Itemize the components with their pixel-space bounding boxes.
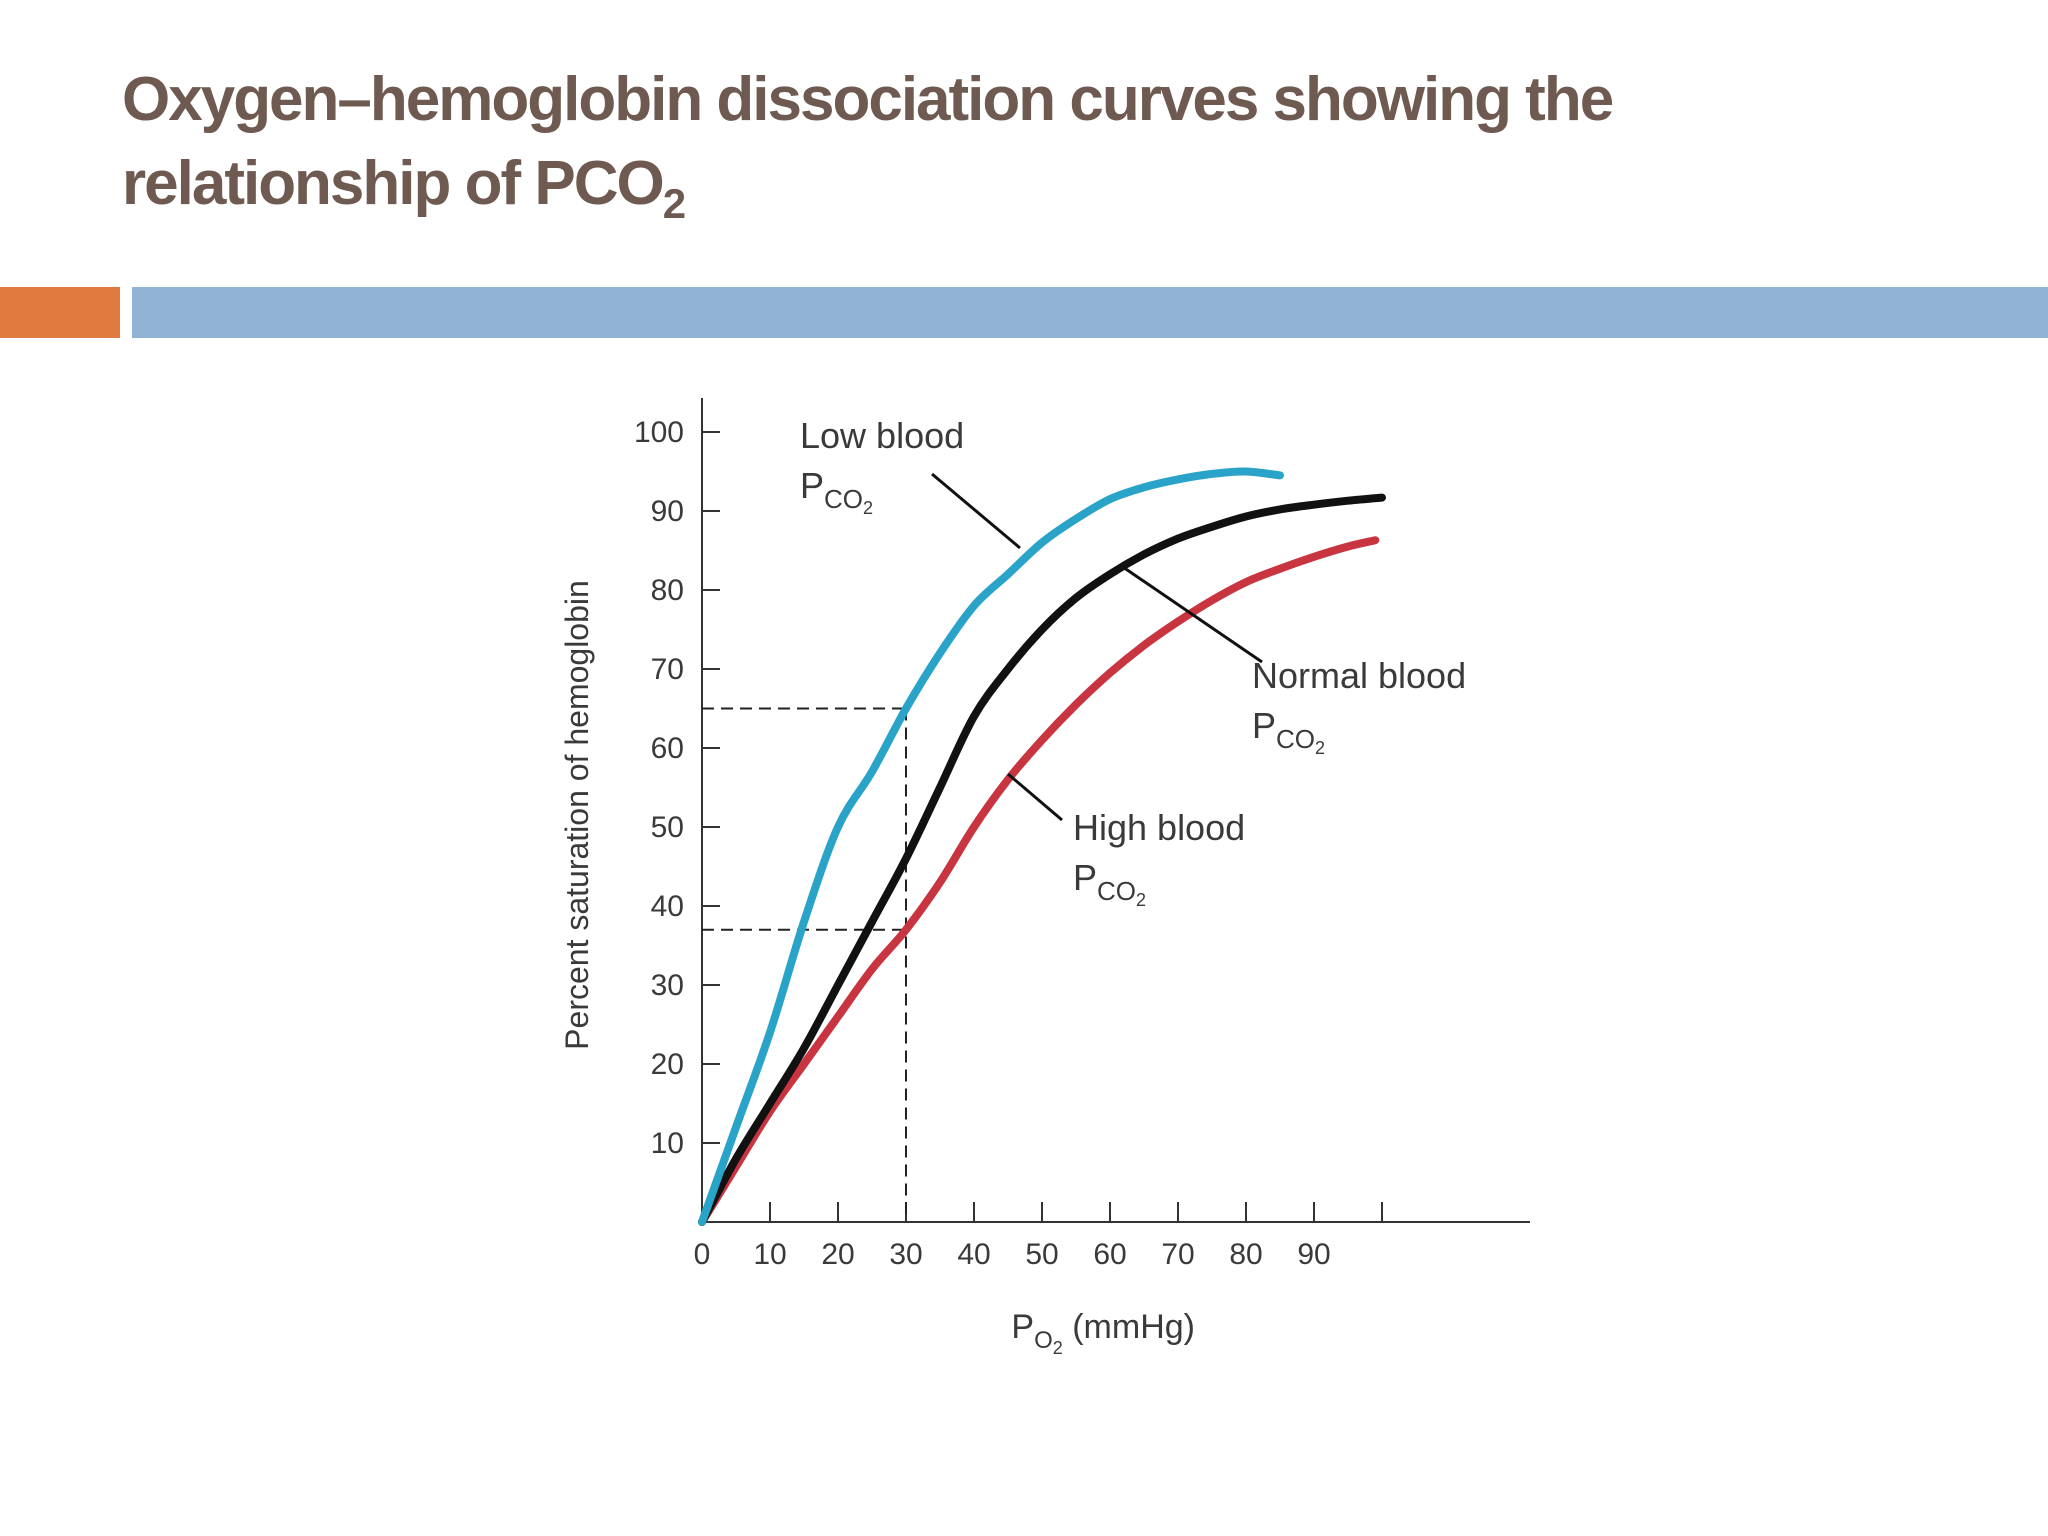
chart-axes: 10 20 30 40 50 60 70 80 90 100 0 10 20 30 40 50 60 70 80 90…: [559, 398, 1530, 1358]
x-tick-label: 10: [753, 1238, 786, 1271]
curve-normal-pco2: [698, 493, 1386, 1226]
y-tick-label: 40: [651, 890, 684, 923]
label-high-pco2-line2: PCO2: [1073, 857, 1146, 910]
y-tick-label: 70: [651, 653, 684, 686]
y-tick-label: 10: [651, 1127, 684, 1160]
y-tick-label: 80: [651, 574, 684, 607]
x-tick-label: 50: [1025, 1238, 1058, 1271]
y-tick-label: 100: [634, 416, 684, 449]
x-axis-label: PO2 (mmHg): [1011, 1308, 1195, 1358]
x-tick-label: 20: [821, 1238, 854, 1271]
accent-bar-blue: [132, 287, 2048, 338]
y-axis-label: Percent saturation of hemoglobin: [559, 580, 595, 1050]
chart-curves: [698, 467, 1386, 1226]
y-tick-label: 30: [651, 969, 684, 1002]
label-high-pco2: High blood PCO2: [1073, 807, 1245, 910]
x-tick-label: 30: [889, 1238, 922, 1271]
x-tick-label: 0: [694, 1238, 711, 1271]
slide-title-subscript: 2: [662, 180, 686, 227]
label-low-pco2-line2: PCO2: [800, 465, 873, 518]
label-normal-pco2-line2: PCO2: [1252, 705, 1325, 758]
y-tick-label: 20: [651, 1048, 684, 1081]
x-tick-label: 70: [1161, 1238, 1194, 1271]
label-low-pco2: Low blood PCO2: [800, 415, 964, 518]
curve-low-pco2: [698, 467, 1284, 1226]
x-tick-label: 80: [1229, 1238, 1262, 1271]
leader-normal: [1119, 563, 1263, 664]
accent-bar-orange: [0, 287, 120, 338]
x-tick-label: 60: [1093, 1238, 1126, 1271]
x-tick-label: 90: [1297, 1238, 1330, 1271]
x-tick-label: 40: [957, 1238, 990, 1271]
y-tick-label: 50: [651, 811, 684, 844]
leader-low: [931, 472, 1021, 550]
chart-annotations: Low blood PCO2 Normal blood PCO2 High blood P…: [800, 415, 1466, 910]
y-tick-label: 90: [651, 495, 684, 528]
label-normal-pco2: Normal blood PCO2: [1252, 655, 1466, 758]
slide-title: Oxygen–hemoglobin dissociation curves sh…: [122, 58, 1822, 226]
label-high-pco2-line1: High blood: [1073, 807, 1245, 848]
y-tick-label: 60: [651, 732, 684, 765]
curve-high-pco2: [698, 536, 1380, 1226]
leader-high: [1007, 772, 1063, 822]
label-normal-pco2-line1: Normal blood: [1252, 655, 1466, 696]
slide-title-text: Oxygen–hemoglobin dissociation curves sh…: [122, 65, 1614, 218]
label-low-pco2-line1: Low blood: [800, 415, 964, 456]
